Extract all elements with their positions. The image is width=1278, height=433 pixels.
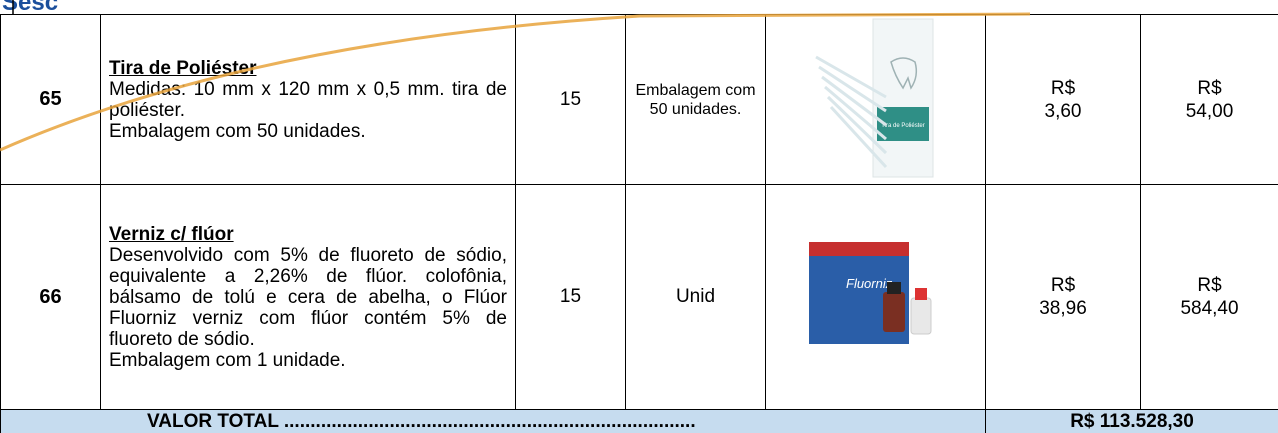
- item-number: 66: [0, 184, 101, 410]
- table-row: 66 Verniz c/ flúor Desenvolvido com 5% de …: [0, 184, 1278, 410]
- total-label: VALOR TOTAL ............................…: [0, 409, 986, 433]
- package-box: [872, 18, 933, 178]
- item-title: Verniz c/ flúor: [109, 223, 234, 245]
- description-paragraph: Embalagem com 50 unidades.: [109, 120, 366, 142]
- bottle-2-cap: [914, 288, 927, 300]
- row-total: R$ 54,00: [1140, 14, 1278, 185]
- total-row: VALOR TOTAL ............................…: [0, 409, 1278, 433]
- row-total: R$ 584,40: [1140, 184, 1278, 410]
- item-title: Tira de Poliéster: [109, 57, 257, 79]
- description-paragraph: Desenvolvido com 5% de fluoreto de sódio…: [109, 244, 507, 350]
- bottle-1-cap: [886, 282, 901, 294]
- item-description: Tira de Poliéster Medidas: 10 mm x 120 mm…: [100, 14, 516, 185]
- item-description: Verniz c/ flúor Desenvolvido com 5% de fl…: [100, 184, 516, 410]
- package-text: Tira de Poliéster: [881, 123, 924, 129]
- currency: R$: [1197, 275, 1222, 296]
- total-value: R$ 113.528,30: [985, 409, 1278, 433]
- currency: R$: [1050, 77, 1076, 99]
- amount: 54,00: [1185, 100, 1234, 122]
- currency: R$: [1197, 77, 1222, 99]
- unit-price: R$ 3,60: [985, 14, 1141, 185]
- item-number: 65: [0, 14, 101, 185]
- quantity: 15: [515, 184, 626, 410]
- unit-price: R$ 38,96: [985, 184, 1141, 410]
- unit: Embalagem com 50 unidades.: [625, 14, 766, 185]
- amount: 3,60: [1044, 100, 1082, 122]
- quantity: 15: [515, 14, 626, 185]
- logo: Sesc: [2, 0, 59, 16]
- currency: R$: [1050, 275, 1076, 296]
- product-image-cell: Tira de Poliéster: [765, 14, 986, 185]
- box-top: [808, 242, 909, 256]
- amount: 584,40: [1180, 298, 1239, 319]
- price-table: 65 Tira de Poliéster Medidas: 10 mm x 120 …: [0, 14, 1278, 433]
- bottle-1: [882, 292, 905, 332]
- table-row: 65 Tira de Poliéster Medidas: 10 mm x 120 …: [0, 14, 1278, 185]
- description-paragraph: Medidas: 10 mm x 120 mm x 0,5 mm. tira d…: [109, 78, 507, 121]
- product-image: Fluorniz: [808, 242, 931, 344]
- product-image-cell: Fluorniz: [765, 184, 986, 410]
- box-brand: Fluorniz: [846, 276, 893, 291]
- bottle-2: [910, 297, 931, 335]
- description-paragraph: Embalagem com 1 unidade.: [109, 349, 346, 371]
- product-image: Tira de Poliéster: [814, 18, 933, 178]
- amount: 38,96: [1039, 298, 1087, 319]
- unit: Unid: [625, 184, 766, 410]
